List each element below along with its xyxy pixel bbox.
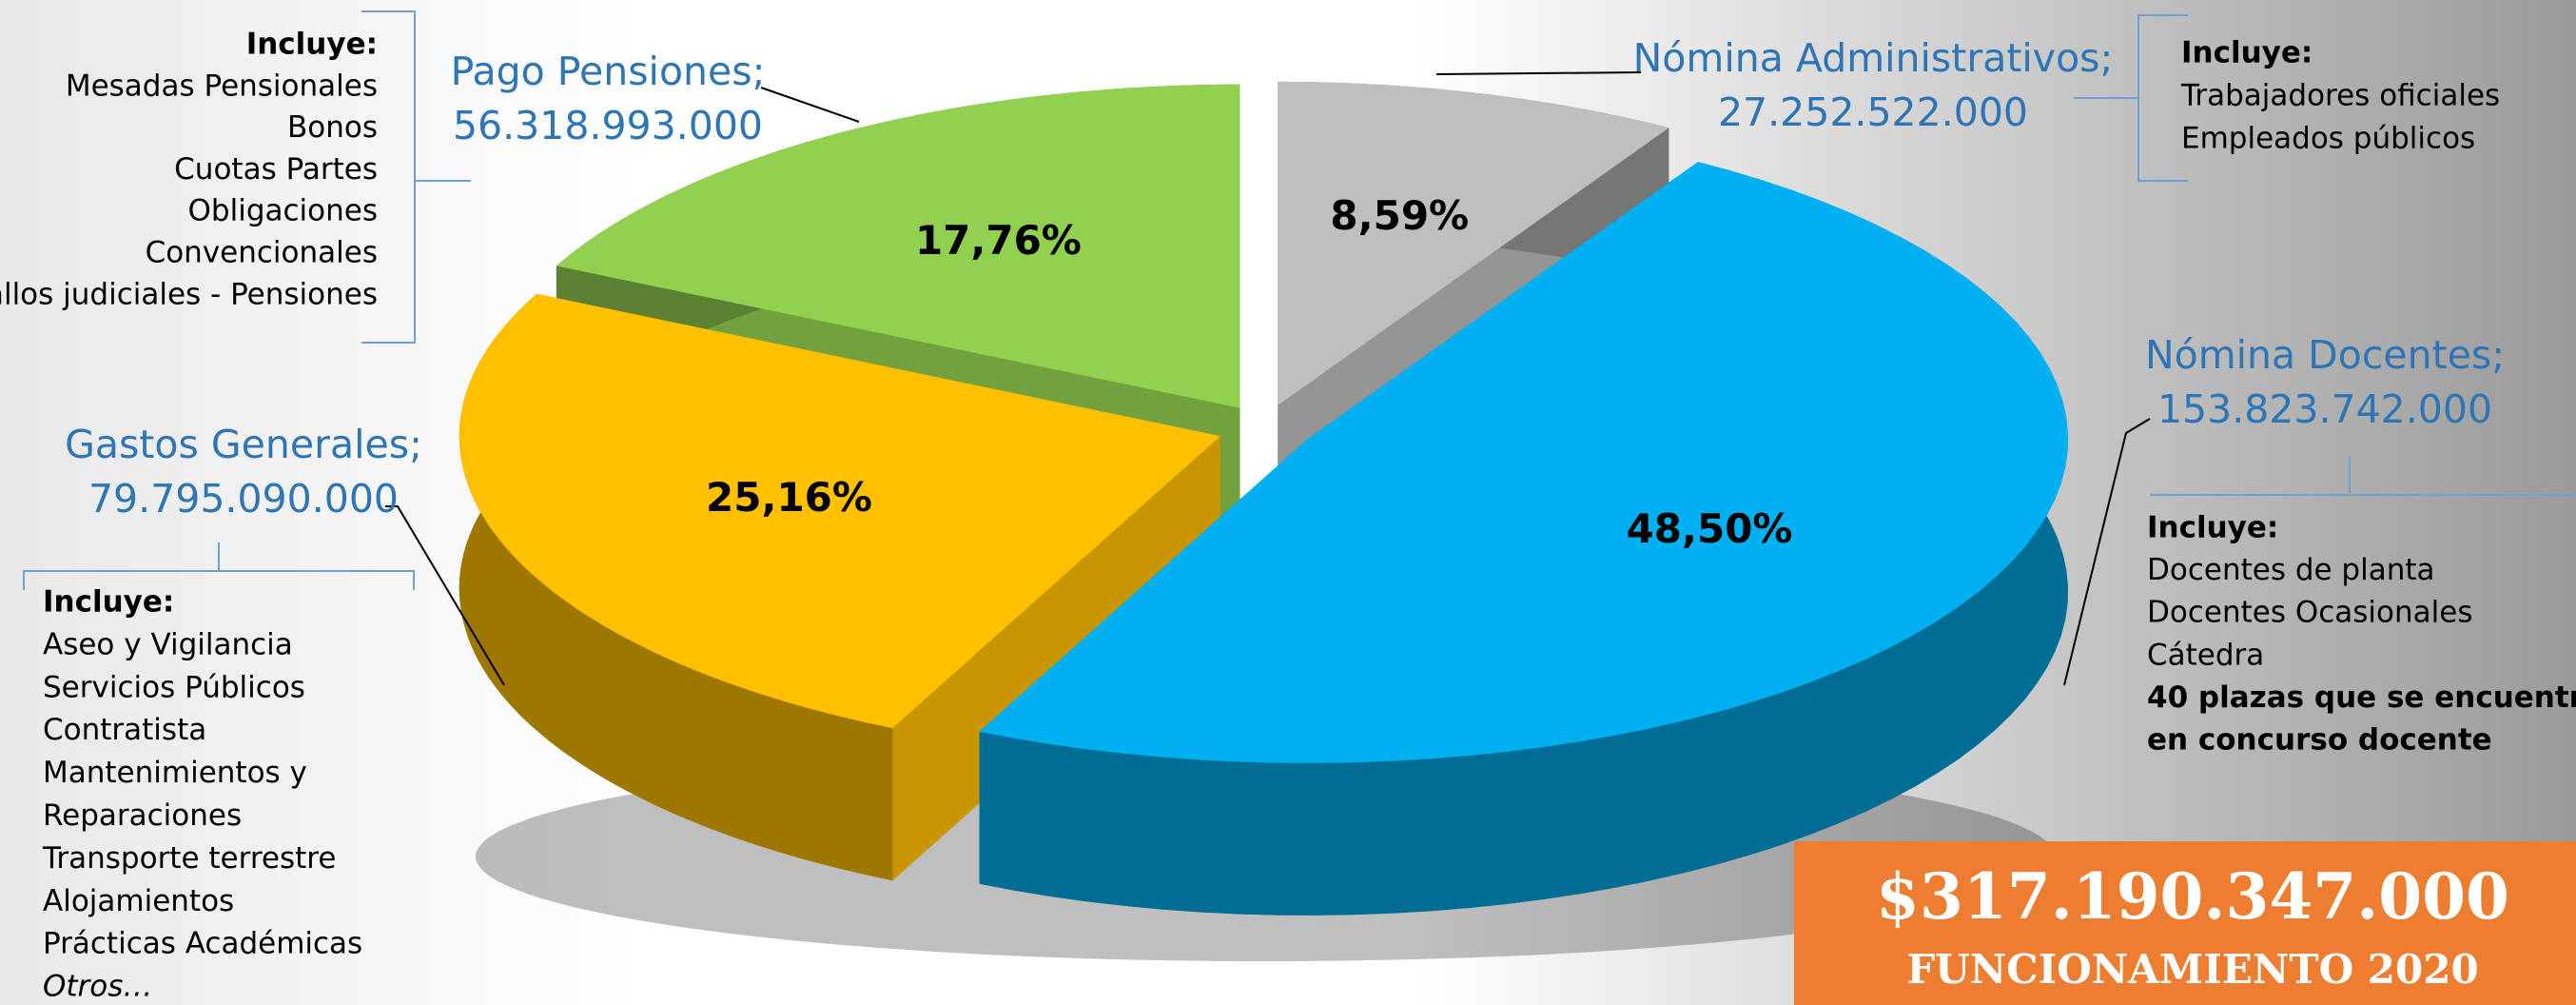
includes-item: Transporte terrestre <box>42 841 336 876</box>
includes-item: Cuotas Partes <box>174 152 378 187</box>
includes-heading: Incluye: <box>2181 36 2313 70</box>
percent-label: 17,76% <box>915 217 1082 264</box>
includes-heading: Incluye: <box>43 585 174 620</box>
includes-item: Cátedra <box>2147 638 2264 672</box>
amount-label: 56.318.993.000 <box>453 103 763 148</box>
decor <box>23 10 2576 686</box>
bracket <box>2150 457 2576 496</box>
total-box <box>1794 841 2576 1005</box>
includes-item: Mesadas Pensionales <box>66 69 378 103</box>
percent-label: 48,50% <box>1627 505 1793 552</box>
leader-line <box>2063 418 2151 686</box>
includes-item: Servicios Públicos <box>43 670 305 704</box>
category-label: Nómina Docentes; <box>2145 332 2505 378</box>
includes-item: en concurso docente <box>2147 723 2492 758</box>
percent-label: 8,59% <box>1330 192 1469 239</box>
leader-line <box>760 87 860 123</box>
includes-heading: Incluye: <box>2147 511 2278 545</box>
category-label: Gastos Generales; <box>65 422 422 467</box>
amount-label: 79.795.090.000 <box>88 476 399 522</box>
includes-item: 40 plazas que se encuentran <box>2147 680 2576 715</box>
bracket <box>23 542 415 590</box>
includes-item: Obligaciones <box>188 194 378 228</box>
category-label: Pago Pensiones; <box>451 49 766 94</box>
includes-item: Docentes de planta <box>2147 553 2435 587</box>
leader-line <box>385 505 505 686</box>
includes-item: Bonos <box>287 110 378 145</box>
slice <box>556 84 1240 408</box>
leader-line <box>1435 71 1642 75</box>
includes-item: Convencionales <box>146 236 378 270</box>
category-label: Nómina Administrativos; <box>1633 35 2114 81</box>
percent-label: 25,16% <box>706 474 872 521</box>
includes-item: Contratista <box>43 713 206 747</box>
includes-item: Prácticas Académicas <box>43 927 362 961</box>
includes-item: Docentes Ocasionales <box>2147 596 2472 630</box>
slice <box>979 162 2068 763</box>
includes-item: Reparaciones <box>43 798 242 833</box>
includes-item: Trabajadores oficiales <box>2180 79 2500 113</box>
bracket <box>361 10 471 344</box>
subtitle: FUNCIONAMIENTO 2020 <box>1906 946 2478 993</box>
includes-item: Fallos judiciales - Pensiones <box>0 277 378 311</box>
includes-item: Empleados públicos <box>2181 122 2475 156</box>
slice <box>459 293 1220 729</box>
bracket <box>2074 14 2188 182</box>
slice-side <box>459 293 893 881</box>
pie <box>459 81 2068 916</box>
includes-item: Mantenimientos y <box>43 756 307 790</box>
amount-label: 27.252.522.000 <box>1718 89 2028 135</box>
total: $317.190.347.000 <box>1876 859 2509 934</box>
includes-item: Alojamientos <box>43 884 234 918</box>
amount-label: 153.823.742.000 <box>2157 386 2492 432</box>
slice <box>1278 81 1669 405</box>
slice-side <box>979 162 2068 916</box>
includes-heading: Incluye: <box>246 28 378 62</box>
includes-item: Aseo y Vigilancia <box>43 627 293 661</box>
includes-item: Otros… <box>43 970 152 1004</box>
